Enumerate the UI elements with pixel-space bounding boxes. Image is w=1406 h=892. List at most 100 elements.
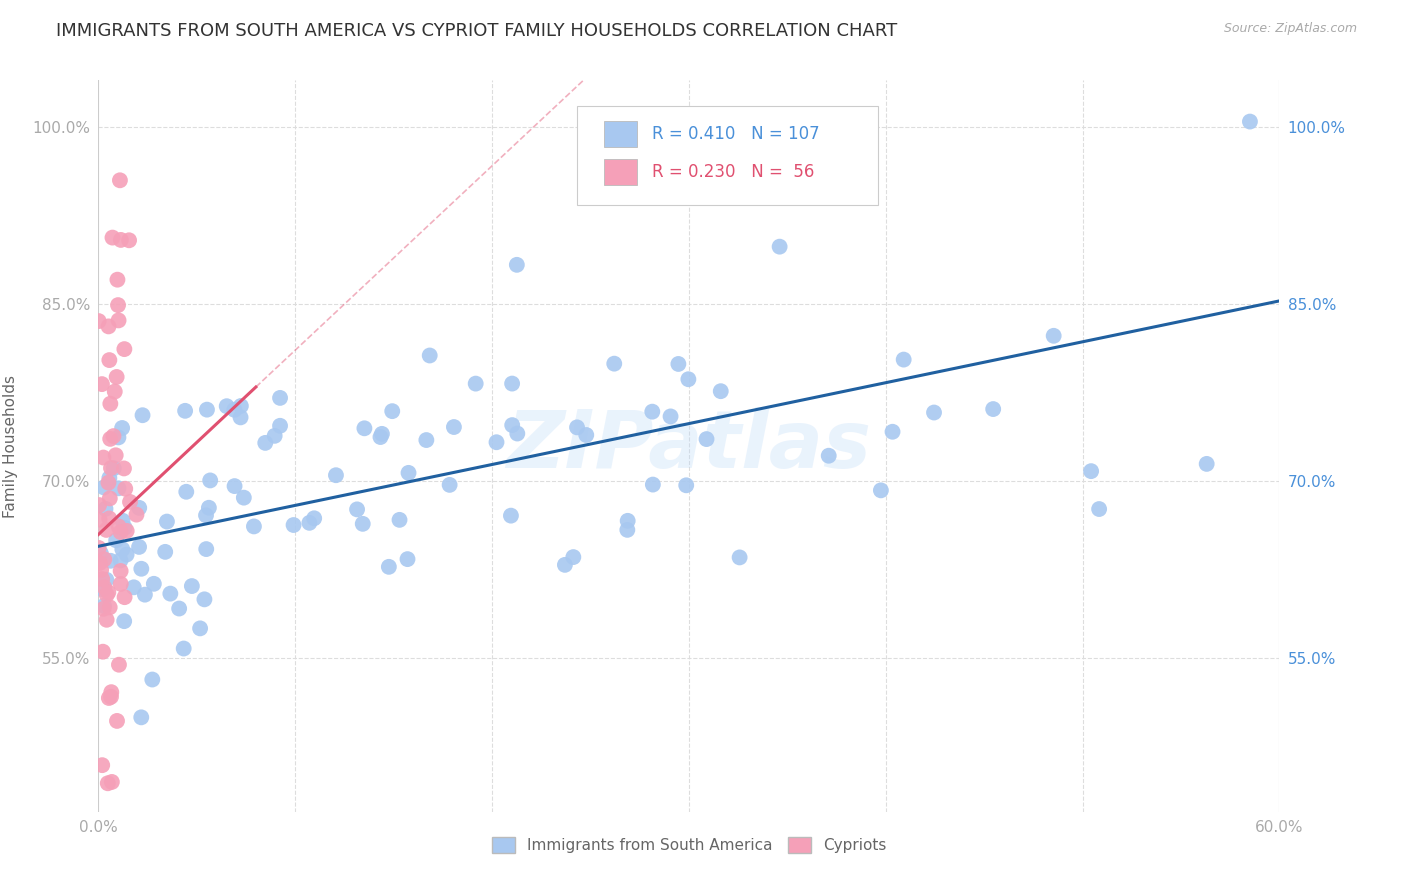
Point xyxy=(159,587,181,601)
Point xyxy=(100,690,122,704)
Point xyxy=(229,399,252,413)
Point xyxy=(108,173,131,187)
Point xyxy=(111,542,134,557)
Point xyxy=(100,461,122,475)
Point xyxy=(105,714,128,728)
Point xyxy=(1088,502,1111,516)
Point xyxy=(1239,114,1261,128)
Point xyxy=(229,410,252,425)
Point xyxy=(499,508,522,523)
Point xyxy=(97,690,120,705)
Point xyxy=(464,376,486,391)
Point xyxy=(675,478,697,492)
Point xyxy=(174,484,197,499)
Point xyxy=(131,562,153,576)
Point xyxy=(91,582,114,597)
Point xyxy=(93,480,115,494)
Point xyxy=(104,448,127,462)
Text: ZIPatlas: ZIPatlas xyxy=(506,407,872,485)
Point xyxy=(419,349,441,363)
Point xyxy=(94,501,117,516)
Point xyxy=(155,545,177,559)
Point xyxy=(89,513,111,527)
Point xyxy=(134,588,156,602)
Point xyxy=(90,546,112,560)
Point xyxy=(485,435,508,450)
Point xyxy=(565,420,588,434)
Point xyxy=(110,577,132,591)
Point xyxy=(1042,328,1064,343)
Point xyxy=(93,580,115,594)
Point xyxy=(101,775,124,789)
Text: Source: ZipAtlas.com: Source: ZipAtlas.com xyxy=(1223,22,1357,36)
Point xyxy=(122,580,145,594)
Point xyxy=(112,342,135,356)
Point xyxy=(443,420,465,434)
Point xyxy=(817,449,839,463)
Point xyxy=(93,602,115,616)
Point xyxy=(128,540,150,554)
Point xyxy=(107,481,129,495)
Point xyxy=(96,573,118,587)
Point xyxy=(696,432,718,446)
FancyBboxPatch shape xyxy=(605,159,637,185)
Point xyxy=(1080,464,1102,478)
Point xyxy=(1195,457,1218,471)
Point xyxy=(678,372,700,386)
Point xyxy=(98,353,121,368)
Point xyxy=(370,430,392,444)
Point xyxy=(554,558,576,572)
Point xyxy=(108,657,131,672)
FancyBboxPatch shape xyxy=(605,120,637,147)
Point xyxy=(254,436,277,450)
Point xyxy=(263,429,285,443)
Point xyxy=(110,553,132,567)
Point xyxy=(398,466,420,480)
Point xyxy=(107,519,129,533)
Point xyxy=(396,552,419,566)
Point xyxy=(98,511,121,525)
Point xyxy=(98,471,121,485)
Point xyxy=(666,357,689,371)
Point xyxy=(103,429,125,443)
Point xyxy=(768,240,790,254)
Point xyxy=(616,514,638,528)
Point xyxy=(195,402,218,417)
Point xyxy=(93,599,115,613)
Point xyxy=(728,550,751,565)
Point xyxy=(91,645,114,659)
Point xyxy=(381,404,404,418)
Point xyxy=(112,461,135,475)
Point xyxy=(232,491,254,505)
Point xyxy=(142,576,165,591)
Point xyxy=(167,601,190,615)
Point xyxy=(91,572,114,586)
Point xyxy=(710,384,733,399)
Point xyxy=(89,556,111,570)
Text: R = 0.410   N = 107: R = 0.410 N = 107 xyxy=(652,125,820,143)
Y-axis label: Family Households: Family Households xyxy=(3,375,18,517)
Point xyxy=(110,564,132,578)
Point xyxy=(981,402,1004,417)
FancyBboxPatch shape xyxy=(576,106,877,204)
Point xyxy=(193,592,215,607)
Point xyxy=(125,508,148,522)
Point xyxy=(118,233,141,247)
Point xyxy=(114,590,136,604)
Point xyxy=(188,621,211,635)
Point xyxy=(156,515,179,529)
Point xyxy=(269,418,291,433)
Point xyxy=(198,500,221,515)
Point xyxy=(641,477,664,491)
Point xyxy=(641,405,664,419)
Point xyxy=(371,426,394,441)
Point xyxy=(107,430,129,444)
Point xyxy=(100,554,122,568)
Point xyxy=(352,516,374,531)
Point xyxy=(93,552,115,566)
Point xyxy=(97,319,120,334)
Point xyxy=(107,298,129,312)
Point xyxy=(129,710,152,724)
Point xyxy=(110,524,132,539)
Point xyxy=(195,508,218,523)
